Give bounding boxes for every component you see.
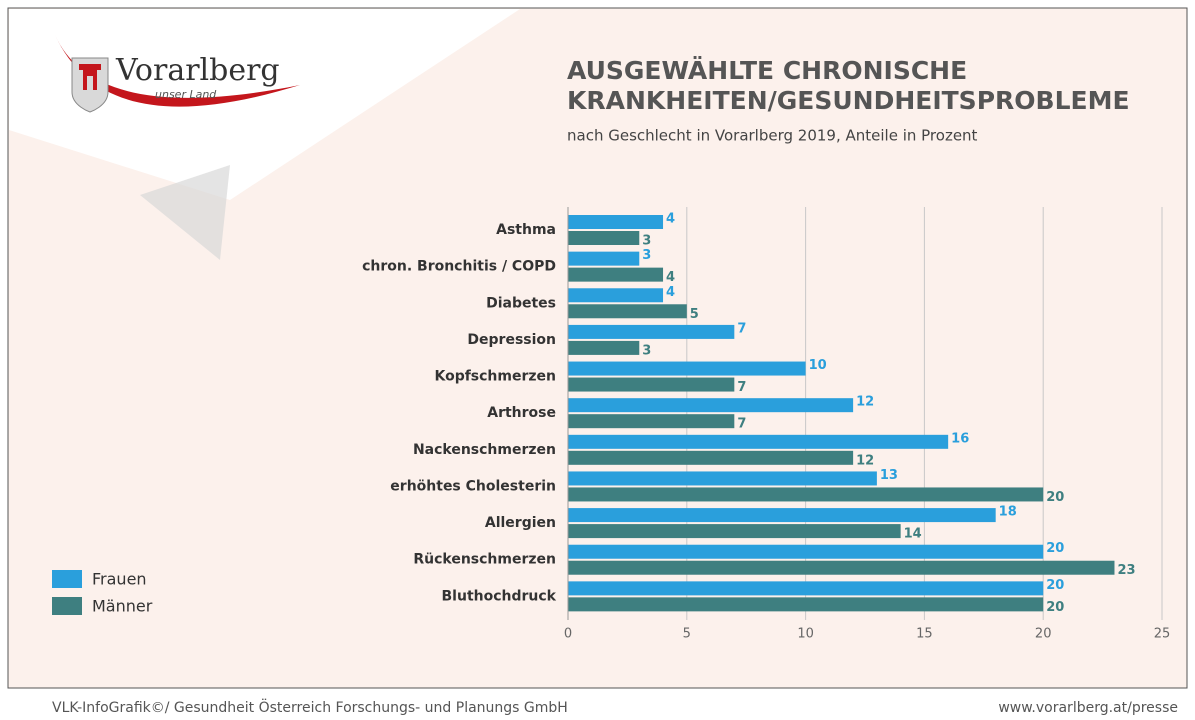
- y-tick-label: Depression: [467, 332, 556, 348]
- bar: [568, 215, 664, 229]
- x-tick-label: 25: [1154, 627, 1171, 642]
- value-label: 7: [737, 321, 746, 336]
- x-tick-label: 0: [564, 627, 572, 642]
- bar: [568, 487, 1044, 502]
- bar: [568, 560, 1115, 575]
- bar: [568, 597, 1044, 612]
- value-label: 4: [666, 212, 675, 227]
- x-tick-label: 20: [1035, 627, 1052, 642]
- logo-shield: [71, 57, 109, 113]
- shadow-wedge: [140, 165, 230, 260]
- y-tick-label: Asthma: [496, 222, 556, 238]
- y-tick-label: erhöhtes Cholesterin: [390, 478, 556, 494]
- bar: [568, 340, 640, 355]
- bar: [568, 581, 1044, 596]
- x-tick-label: 10: [797, 627, 814, 642]
- bar: [568, 231, 640, 245]
- legend-swatch: [52, 597, 82, 615]
- value-label: 20: [1046, 600, 1064, 615]
- bar: [568, 524, 901, 539]
- logo-name: Vorarlberg: [115, 53, 280, 88]
- bar: [568, 450, 854, 465]
- value-label: 10: [809, 358, 827, 373]
- value-label: 23: [1117, 563, 1135, 578]
- bar: [568, 361, 806, 376]
- bar: [568, 267, 664, 282]
- chart-subtitle: nach Geschlecht in Vorarlberg 2019, Ante…: [567, 127, 978, 145]
- value-label: 20: [1046, 490, 1064, 505]
- legend-label: Männer: [92, 597, 153, 616]
- bar: [568, 398, 854, 413]
- footer-source: VLK-InfoGrafik©/ Gesundheit Österreich F…: [52, 698, 568, 716]
- value-label: 18: [999, 505, 1017, 520]
- logo-swoosh: [55, 35, 300, 107]
- value-label: 20: [1046, 578, 1064, 593]
- value-label: 5: [690, 307, 699, 322]
- x-tick-label: 15: [916, 627, 933, 642]
- chart-title: KRANKHEITEN/GESUNDHEITSPROBLEME: [567, 86, 1130, 115]
- bar: [568, 304, 687, 319]
- bar: [568, 434, 949, 449]
- bar: [568, 414, 735, 429]
- bar: [568, 544, 1044, 559]
- x-tick-label: 5: [683, 627, 691, 642]
- value-label: 13: [880, 468, 898, 483]
- value-label: 3: [642, 234, 651, 249]
- value-label: 16: [951, 431, 969, 446]
- bar: [568, 471, 877, 486]
- legend-swatch: [52, 570, 82, 588]
- logo-eagle: [79, 64, 101, 90]
- value-label: 14: [904, 527, 922, 542]
- logo-tagline: unser Land: [155, 88, 217, 101]
- value-label: 4: [666, 270, 675, 285]
- value-label: 12: [856, 453, 874, 468]
- bar: [568, 251, 640, 266]
- y-tick-label: Allergien: [485, 515, 556, 531]
- bar: [568, 288, 664, 303]
- y-tick-label: chron. Bronchitis / COPD: [362, 259, 556, 275]
- chart-title: AUSGEWÄHLTE CHRONISCHE: [567, 55, 967, 85]
- legend-label: Frauen: [92, 570, 147, 589]
- footer-url: www.vorarlberg.at/presse: [998, 700, 1178, 716]
- white-wedge: [9, 9, 520, 200]
- y-tick-label: Nackenschmerzen: [413, 442, 556, 458]
- y-tick-label: Kopfschmerzen: [434, 369, 556, 385]
- y-tick-label: Rückenschmerzen: [413, 552, 556, 568]
- y-tick-label: Arthrose: [487, 405, 556, 421]
- bar: [568, 508, 996, 523]
- y-tick-label: Diabetes: [486, 295, 556, 311]
- value-label: 3: [642, 248, 651, 263]
- value-label: 7: [737, 417, 746, 432]
- y-tick-label: Bluthochdruck: [442, 588, 557, 604]
- value-label: 20: [1046, 541, 1064, 556]
- bar: [568, 324, 735, 339]
- value-label: 3: [642, 343, 651, 358]
- bar: [568, 377, 735, 392]
- value-label: 7: [737, 380, 746, 395]
- value-label: 4: [666, 285, 675, 300]
- value-label: 12: [856, 395, 874, 410]
